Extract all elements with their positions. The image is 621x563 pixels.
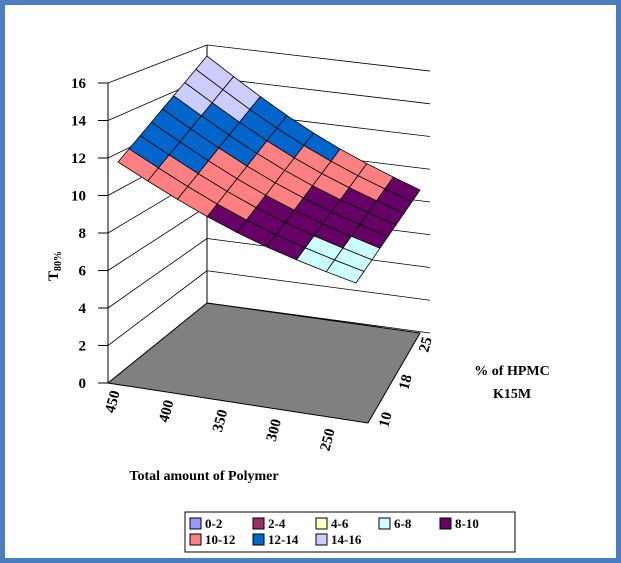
y-axis-title-line1: % of HPMC <box>474 364 549 379</box>
grid-line-left <box>107 44 208 84</box>
x-axis-ticks: 450 400 350 300 250 <box>103 389 339 453</box>
legend-swatch <box>252 517 265 530</box>
chart-floor <box>106 302 421 424</box>
legend-swatch <box>189 533 202 546</box>
surface-mesh <box>117 55 421 284</box>
z-axis-ticks: 0 2 4 6 8 10 12 14 16 <box>71 76 87 392</box>
z-tick-label: 6 <box>79 264 87 280</box>
legend-label: 0-2 <box>205 516 222 531</box>
y-axis-title-line2: K15M <box>493 387 531 402</box>
legend-label: 4-6 <box>331 516 349 531</box>
x-tick-label: 300 <box>264 417 285 443</box>
legend-label: 8-10 <box>455 516 479 531</box>
z-tick-label: 12 <box>71 151 86 167</box>
grid-line-left <box>107 238 208 309</box>
z-tick-label: 0 <box>79 376 87 392</box>
grid-line-back <box>206 270 431 301</box>
y-tick-label: 18 <box>396 373 415 392</box>
legend-swatch <box>439 517 452 530</box>
z-axis-title: T80% <box>46 251 64 281</box>
legend-swatch <box>378 517 391 530</box>
legend-swatch <box>315 533 328 546</box>
y-tick-label: 10 <box>376 410 395 429</box>
grid-line-left <box>107 205 208 271</box>
legend-swatch <box>315 517 328 530</box>
legend-label: 2-4 <box>268 516 286 531</box>
legend: 0-2 2-4 4-6 6-8 8-10 10-12 12-14 14-16 <box>189 516 479 547</box>
z-tick-label: 2 <box>79 339 87 355</box>
legend-label: 14-16 <box>331 532 362 547</box>
grid-line-back <box>206 76 431 105</box>
x-tick-label: 450 <box>103 389 124 415</box>
legend-swatch <box>252 533 265 546</box>
legend-label: 6-8 <box>394 516 412 531</box>
grid-line-back <box>206 44 431 72</box>
z-tick-label: 16 <box>71 76 87 92</box>
x-tick-label: 400 <box>156 398 177 424</box>
x-tick-label: 350 <box>210 408 231 434</box>
x-tick-label: 250 <box>318 427 339 453</box>
legend-swatch <box>189 517 202 530</box>
surface-cell <box>384 176 421 203</box>
legend-label: 12-14 <box>268 532 299 547</box>
z-tick-label: 8 <box>79 226 87 242</box>
x-axis-title: Total amount of Polymer <box>129 469 278 484</box>
z-tick-label: 10 <box>71 189 86 205</box>
y-tick-label: 25 <box>416 335 435 354</box>
z-tick-label: 4 <box>79 301 87 317</box>
legend-label: 10-12 <box>205 532 235 547</box>
grid-line-left <box>107 270 208 346</box>
z-tick-label: 14 <box>71 114 87 130</box>
legend-box <box>184 511 516 553</box>
